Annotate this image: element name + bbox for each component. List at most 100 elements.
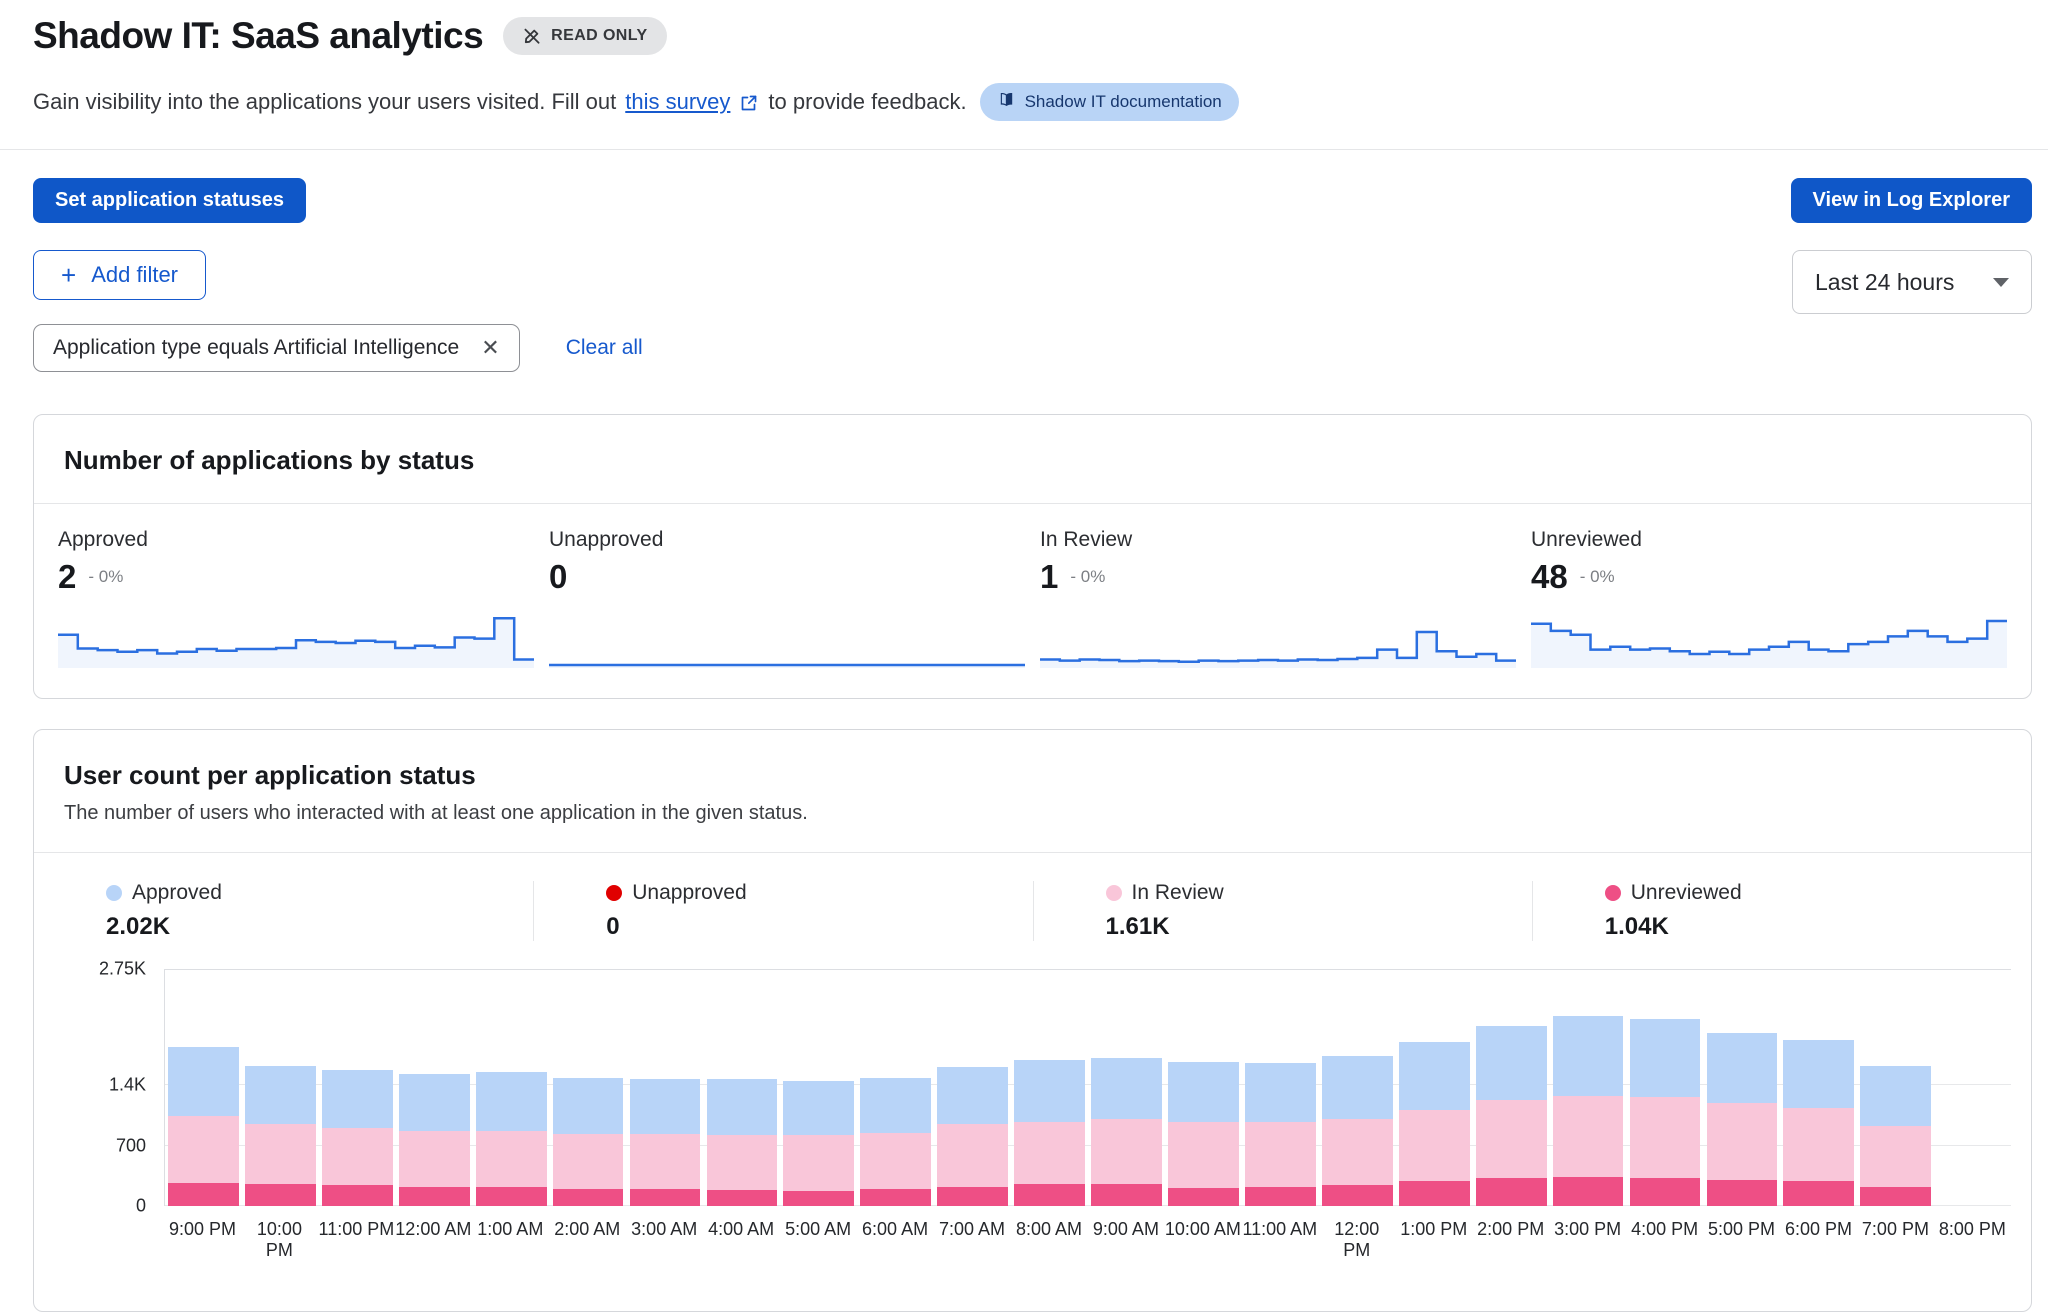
- bar-9-00-am: [1088, 970, 1165, 1206]
- bar-2-00-am: [550, 970, 627, 1206]
- legend-value: 1.04K: [1604, 913, 1669, 940]
- x-tick-label: 9:00 AM: [1092, 1219, 1159, 1239]
- x-tick-label: 12:00 PM: [1334, 1219, 1380, 1260]
- applications-card-title: Number of applications by status: [64, 445, 475, 475]
- bar-segment-approved: [706, 1079, 778, 1136]
- bar-segment-approved: [1168, 1061, 1239, 1123]
- doc-badge[interactable]: Shadow IT documentation: [979, 83, 1239, 121]
- close-icon[interactable]: ✕: [481, 335, 500, 360]
- chart-y-axis: 2.75K 1.4K 700 0: [34, 959, 164, 1216]
- bar-segment-in-review: [1783, 1108, 1855, 1181]
- bar-11-00-am: [1242, 970, 1319, 1206]
- stat-value: 1: [1040, 558, 1059, 595]
- bar-segment-in-review: [1321, 1118, 1393, 1185]
- clear-all-link[interactable]: Clear all: [565, 336, 643, 359]
- bar-segment-approved: [321, 1069, 393, 1128]
- bar-segment-in-review: [1398, 1109, 1470, 1182]
- card-divider: [34, 852, 2031, 853]
- bar-segment-approved: [1321, 1056, 1393, 1119]
- bar-segment-unreviewed: [1552, 1176, 1624, 1206]
- bar-segment-in-review: [552, 1133, 624, 1189]
- bar-4-00-am: [703, 970, 780, 1206]
- legend-label: In Review: [1131, 881, 1224, 904]
- bar-segment-in-review: [168, 1115, 239, 1183]
- bar-4-00-pm: [1627, 970, 1704, 1206]
- bar-segment-approved: [1244, 1062, 1316, 1123]
- legend-label: Approved: [132, 881, 222, 904]
- add-filter-label: Add filter: [91, 262, 179, 287]
- actions-row: Set application statuses View in Log Exp…: [33, 178, 2032, 223]
- bar-8-00-pm: [1934, 970, 2011, 1206]
- bar-segment-approved: [1860, 1066, 1932, 1126]
- external-link-icon[interactable]: [739, 91, 759, 113]
- x-tick-label: 3:00 AM: [631, 1219, 698, 1239]
- stat-label: Approved: [58, 528, 148, 551]
- user-count-card: User count per application status The nu…: [33, 729, 2032, 1312]
- bar-1-00-pm: [1396, 970, 1473, 1206]
- bar-segment-in-review: [706, 1135, 778, 1190]
- bar-segment-approved: [860, 1078, 932, 1134]
- view-in-log-explorer-button[interactable]: View in Log Explorer: [1790, 178, 2032, 223]
- bar-5-00-pm: [1703, 970, 1780, 1206]
- x-tick-label: 6:00 PM: [1784, 1219, 1853, 1239]
- filter-chip[interactable]: Application type equals Artificial Intel…: [33, 324, 520, 372]
- sparkline-unapproved: [549, 604, 1025, 668]
- chart-legend: Approved 2.02K Unapproved 0 In Review 1.…: [34, 853, 2031, 941]
- bar-6-00-am: [857, 970, 934, 1206]
- bar-segment-in-review: [1091, 1118, 1162, 1185]
- doc-badge-label: Shadow IT documentation: [1024, 92, 1222, 111]
- x-tick-label: 10:00 AM: [1164, 1219, 1241, 1239]
- bar-segment-approved: [1783, 1040, 1855, 1109]
- pencil-slash-icon: [522, 26, 542, 46]
- time-range-select[interactable]: Last 24 hours: [1792, 250, 2032, 314]
- bar-segment-in-review: [783, 1135, 855, 1191]
- sparkline-unreviewed: [1531, 604, 2007, 668]
- bar-segment-in-review: [1168, 1122, 1239, 1188]
- bar-3-00-pm: [1550, 970, 1627, 1206]
- bar-segment-unreviewed: [1014, 1184, 1085, 1206]
- legend-dot-in-review: [1105, 885, 1122, 901]
- bar-10-00-am: [1165, 970, 1242, 1206]
- stat-label: In Review: [1040, 528, 1133, 551]
- gridline: [165, 1205, 2011, 1206]
- bar-9-00-pm: [165, 970, 242, 1206]
- stat-delta: - 0%: [1070, 567, 1106, 586]
- bar-segment-approved: [1398, 1041, 1470, 1110]
- legend-label: Unapproved: [632, 881, 747, 904]
- y-tick-label: 0: [135, 1195, 146, 1216]
- bar-segment-unreviewed: [245, 1184, 316, 1206]
- bar-segment-unreviewed: [706, 1189, 778, 1206]
- bar-1-00-am: [473, 970, 550, 1206]
- applications-by-status-card: Number of applications by status Approve…: [33, 414, 2032, 699]
- chart-plot-column: 9:00 PM 10:00 PM 11:00 PM 12:00 AM 1:00 AM 2:…: [164, 969, 2011, 1261]
- bar-segment-approved: [1552, 1016, 1624, 1096]
- bar-segment-approved: [1629, 1018, 1701, 1097]
- applications-card-header: Number of applications by status: [34, 415, 2031, 503]
- set-application-statuses-button[interactable]: Set application statuses: [33, 178, 306, 223]
- bar-segment-unreviewed: [629, 1188, 701, 1206]
- bar-segment-in-review: [475, 1131, 547, 1187]
- x-tick-label: 7:00 AM: [938, 1219, 1006, 1239]
- user-count-card-header: User count per application status The nu…: [34, 730, 2031, 852]
- bar-segment-unreviewed: [475, 1186, 547, 1206]
- user-count-card-subtitle: The number of users who interacted with …: [64, 802, 808, 824]
- bar-segment-in-review: [1014, 1121, 1085, 1185]
- bar-2-00-pm: [1473, 970, 1550, 1206]
- survey-link[interactable]: this survey: [625, 89, 731, 114]
- stat-unapproved: Unapproved 0: [549, 528, 1025, 668]
- stat-value: 48: [1531, 558, 1568, 595]
- bar-8-00-am: [1011, 970, 1088, 1206]
- stat-delta: - 0%: [1579, 567, 1615, 586]
- legend-value: 0: [606, 913, 620, 940]
- add-filter-button[interactable]: + Add filter: [33, 250, 207, 300]
- stat-value: 0: [549, 558, 568, 595]
- legend-approved: Approved 2.02K: [34, 881, 533, 941]
- bar-segment-in-review: [1552, 1095, 1624, 1177]
- bar-12-00-am: [396, 970, 473, 1206]
- chart-x-axis: 9:00 PM 10:00 PM 11:00 PM 12:00 AM 1:00 AM 2:…: [164, 1219, 2011, 1261]
- stacked-bar-chart: 2.75K 1.4K 700 0 9:00 PM 10:00 PM 11:00 PM 12:…: [34, 959, 2031, 1311]
- x-tick-label: 4:00 PM: [1631, 1219, 1699, 1239]
- x-tick-label: 2:00 PM: [1477, 1219, 1545, 1239]
- bar-segment-in-review: [1629, 1096, 1701, 1178]
- bar-segment-approved: [783, 1081, 855, 1136]
